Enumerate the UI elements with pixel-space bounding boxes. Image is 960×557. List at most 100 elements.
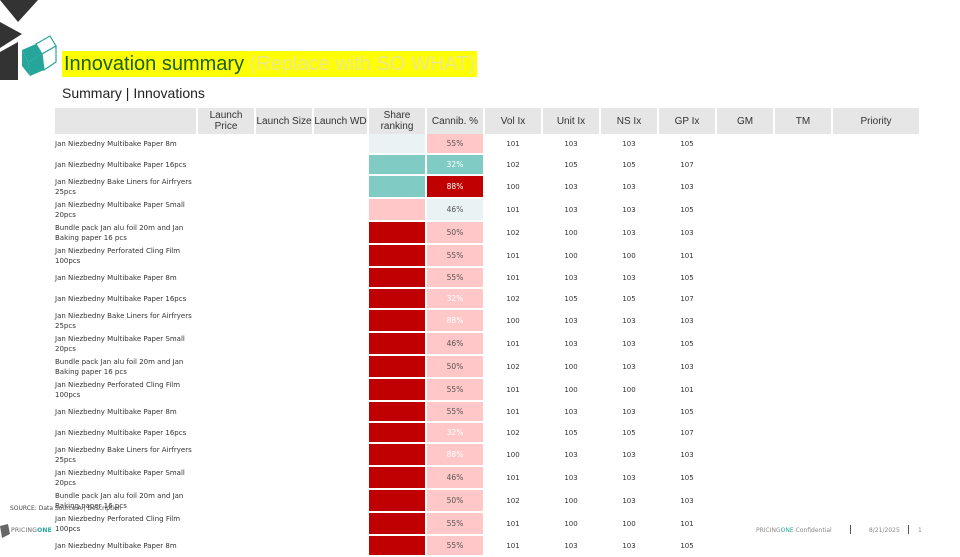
ns-index-cell: 103 — [601, 222, 657, 245]
launch-price-cell — [198, 310, 254, 333]
launch-wd-cell — [314, 356, 367, 379]
launch-price-cell — [198, 268, 254, 289]
tm-cell — [775, 310, 831, 333]
cannibalization-cell: 50% — [427, 490, 483, 513]
vol-index-cell: 101 — [485, 467, 541, 490]
launch-wd-cell — [314, 444, 367, 467]
gp-index-cell: 103 — [659, 356, 715, 379]
table-row: Jan Niezbedny Bake Liners for Airfryers … — [55, 444, 919, 467]
ns-index-cell: 103 — [601, 176, 657, 199]
launch-size-cell — [256, 199, 312, 222]
unit-index-cell: 105 — [543, 155, 599, 176]
title-placeholder-hint: (Replace with SO WHAT) — [249, 53, 475, 75]
product-name-cell: Jan Niezbedny Multibake Paper 16pcs — [55, 289, 196, 310]
vol-index-cell: 102 — [485, 423, 541, 444]
gm-cell — [717, 490, 773, 513]
launch-price-cell — [198, 245, 254, 268]
gp-index-cell: 101 — [659, 513, 715, 536]
tm-cell — [775, 333, 831, 356]
gp-index-cell: 105 — [659, 333, 715, 356]
cannibalization-cell: 88% — [427, 310, 483, 333]
priority-cell — [833, 310, 919, 333]
column-header: Share ranking — [369, 108, 425, 134]
table-row: Jan Niezbedny Multibake Paper Small 20pc… — [55, 199, 919, 222]
share-ranking-cell — [369, 155, 425, 176]
share-ranking-cell — [369, 222, 425, 245]
gm-cell — [717, 444, 773, 467]
launch-size-cell — [256, 402, 312, 423]
launch-price-cell — [198, 199, 254, 222]
column-header-product — [55, 108, 196, 134]
ns-index-cell: 103 — [601, 444, 657, 467]
footer-logo: PRICINGONE — [0, 522, 60, 540]
vol-index-cell: 101 — [485, 402, 541, 423]
gp-index-cell: 103 — [659, 222, 715, 245]
table-row: Jan Niezbedny Multibake Paper 8m 55% 101 10… — [55, 134, 919, 155]
unit-index-cell: 100 — [543, 513, 599, 536]
priority-cell — [833, 444, 919, 467]
share-ranking-cell — [369, 268, 425, 289]
gp-index-cell: 105 — [659, 536, 715, 557]
launch-wd-cell — [314, 176, 367, 199]
share-ranking-cell — [369, 402, 425, 423]
gp-index-cell: 107 — [659, 155, 715, 176]
share-ranking-cell — [369, 176, 425, 199]
column-header: Launch Size — [256, 108, 312, 134]
launch-wd-cell — [314, 222, 367, 245]
cannibalization-cell: 50% — [427, 356, 483, 379]
tm-cell — [775, 268, 831, 289]
product-name-cell: Jan Niezbedny Multibake Paper 8m — [55, 268, 196, 289]
column-header: Cannib. % — [427, 108, 483, 134]
cannibalization-cell: 88% — [427, 176, 483, 199]
column-header: Launch WD — [314, 108, 367, 134]
column-header: Vol Ix — [485, 108, 541, 134]
product-name-cell: Jan Niezbedny Bake Liners for Airfryers … — [55, 176, 196, 199]
unit-index-cell: 100 — [543, 379, 599, 402]
priority-cell — [833, 379, 919, 402]
gm-cell — [717, 176, 773, 199]
gm-cell — [717, 155, 773, 176]
table-row: Jan Niezbedny Perforated Cling Film 100p… — [55, 513, 919, 536]
unit-index-cell: 103 — [543, 310, 599, 333]
page-number: 1 — [918, 527, 922, 534]
title-main: Innovation summary — [64, 53, 245, 75]
launch-size-cell — [256, 467, 312, 490]
vol-index-cell: 101 — [485, 379, 541, 402]
confidential-note: PRICINGONE Confidential — [756, 527, 832, 534]
cannibalization-cell: 32% — [427, 155, 483, 176]
vol-index-cell: 102 — [485, 222, 541, 245]
share-ranking-cell — [369, 423, 425, 444]
launch-price-cell — [198, 423, 254, 444]
launch-wd-cell — [314, 155, 367, 176]
product-name-cell: Bundle pack Jan alu foil 20m and Jan Bak… — [55, 222, 196, 245]
launch-price-cell — [198, 402, 254, 423]
launch-wd-cell — [314, 536, 367, 557]
gm-cell — [717, 310, 773, 333]
gm-cell — [717, 423, 773, 444]
gm-cell — [717, 402, 773, 423]
launch-size-cell — [256, 444, 312, 467]
priority-cell — [833, 356, 919, 379]
unit-index-cell: 103 — [543, 444, 599, 467]
tm-cell — [775, 444, 831, 467]
share-ranking-cell — [369, 333, 425, 356]
launch-size-cell — [256, 176, 312, 199]
table-row: Jan Niezbedny Multibake Paper 8m 55% 101 10… — [55, 536, 919, 557]
product-name-cell: Jan Niezbedny Multibake Paper Small 20pc… — [55, 467, 196, 490]
share-ranking-cell — [369, 245, 425, 268]
product-name-cell: Jan Niezbedny Multibake Paper 8m — [55, 536, 196, 557]
cannibalization-cell: 88% — [427, 444, 483, 467]
tm-cell — [775, 289, 831, 310]
column-header: Unit Ix — [543, 108, 599, 134]
unit-index-cell: 100 — [543, 245, 599, 268]
gp-index-cell: 105 — [659, 199, 715, 222]
gm-cell — [717, 134, 773, 155]
tm-cell — [775, 467, 831, 490]
table-row: Jan Niezbedny Bake Liners for Airfryers … — [55, 176, 919, 199]
launch-wd-cell — [314, 467, 367, 490]
tm-cell — [775, 199, 831, 222]
launch-size-cell — [256, 490, 312, 513]
cannibalization-cell: 50% — [427, 222, 483, 245]
ns-index-cell: 103 — [601, 199, 657, 222]
unit-index-cell: 103 — [543, 333, 599, 356]
